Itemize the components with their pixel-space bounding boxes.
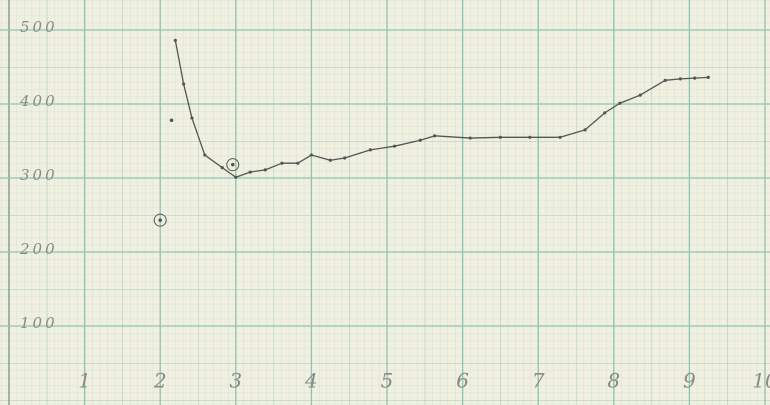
data-point [706,75,710,79]
data-point [618,101,622,105]
data-point [693,76,697,80]
data-point [173,38,177,42]
data-point [190,116,194,120]
data-point [498,135,502,139]
data-point [678,77,682,81]
data-point [296,161,300,165]
x-tick-label: 6 [456,369,469,393]
data-point [603,111,607,115]
data-point [182,82,186,86]
data-point [663,78,667,82]
data-point [280,161,284,165]
x-tick-label: 3 [229,369,242,393]
x-tick-label: 4 [304,369,318,393]
data-point [248,170,252,174]
data-point [433,134,437,138]
data-point [309,153,313,157]
y-tick-label: 500 [20,18,58,36]
data-point [263,168,267,172]
x-tick-label: 2 [153,369,167,393]
x-tick-label: 9 [683,369,696,393]
x-tick-label: 1 [78,369,91,393]
point-ring [226,158,240,172]
data-point [203,153,207,157]
data-point [528,135,532,139]
y-tick-label: 200 [19,240,58,258]
data-point [220,166,224,170]
data-point [558,135,562,139]
x-tick-label: 10 [752,369,770,393]
data-point [468,136,472,140]
data-point [343,156,347,160]
x-tick-label: 5 [381,369,394,393]
marked-point [169,118,174,123]
y-tick-label: 100 [20,314,58,332]
y-tick-label: 300 [20,166,58,184]
marked-point [158,218,162,222]
data-point [368,148,372,152]
marked-point [230,162,235,167]
data-point [328,158,332,162]
data-point [418,138,422,142]
data-point [234,175,238,179]
data-point [583,128,587,132]
x-tick-label: 7 [532,369,545,393]
x-tick-label: 8 [607,369,620,393]
data-point [638,93,642,97]
point-ring [153,213,167,227]
y-tick-label: 400 [19,92,58,110]
data-point [392,144,397,148]
